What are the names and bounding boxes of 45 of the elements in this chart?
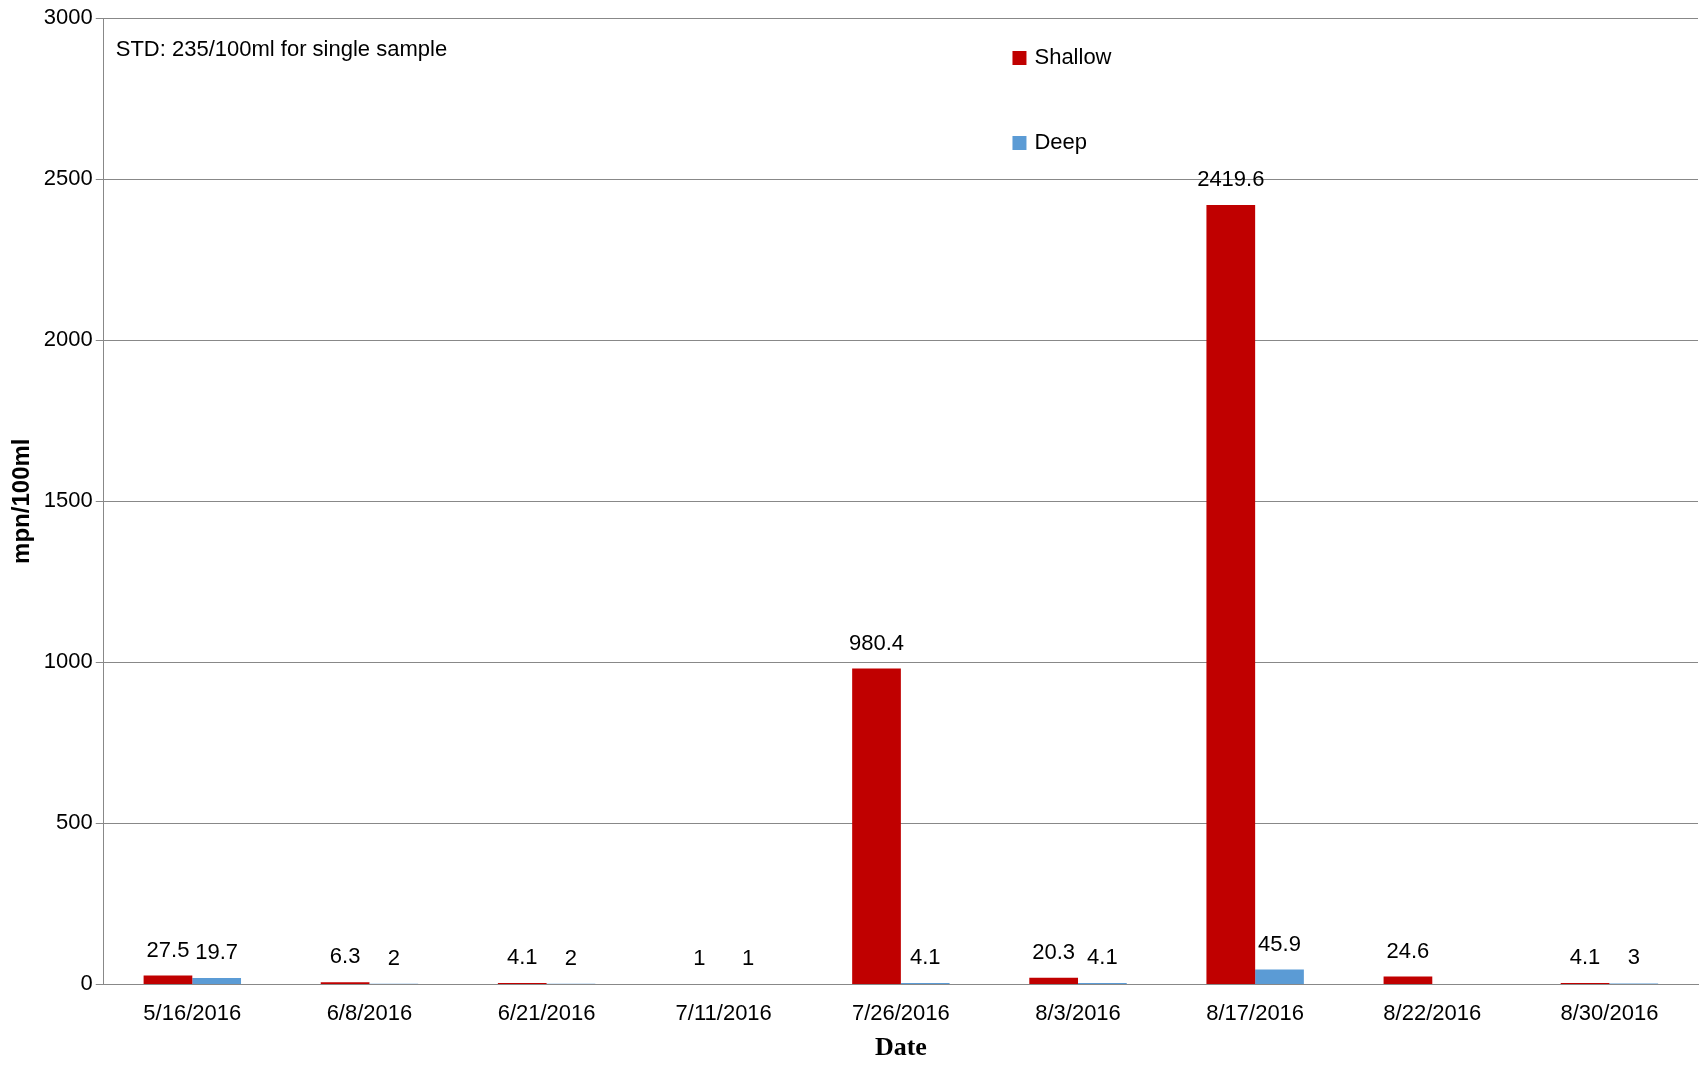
x-tick-label: 7/11/2016 xyxy=(675,999,772,1025)
y-tick-label: 0 xyxy=(80,970,93,996)
y-axis-title: mpn/100ml xyxy=(7,438,35,564)
legend-label: Shallow xyxy=(1034,44,1112,70)
y-tick-label: 500 xyxy=(56,809,93,835)
bar xyxy=(143,975,193,984)
x-tick-label: 8/30/2016 xyxy=(1560,999,1659,1025)
legend-label: Deep xyxy=(1034,129,1088,155)
x-tick-label: 7/26/2016 xyxy=(851,999,950,1025)
annotation: STD: 235/100ml for single sample xyxy=(115,36,448,62)
x-axis-title: Date xyxy=(874,1032,927,1062)
x-tick-label: 5/16/2016 xyxy=(143,999,242,1025)
data-label: 3 xyxy=(1627,944,1640,970)
data-label: 2419.6 xyxy=(1197,166,1265,192)
x-tick-label: 6/21/2016 xyxy=(497,999,596,1025)
y-tick-label: 2000 xyxy=(43,326,93,352)
data-label: 4.1 xyxy=(1087,944,1118,970)
data-label: 27.5 xyxy=(146,936,190,962)
data-label: 20.3 xyxy=(1032,938,1076,964)
data-label: 1 xyxy=(741,945,755,971)
x-tick-label: 6/8/2016 xyxy=(326,999,413,1025)
data-label: 4.1 xyxy=(909,944,941,970)
data-label: 19.7 xyxy=(195,939,239,965)
data-label: 980.4 xyxy=(848,629,905,655)
bar xyxy=(1029,977,1079,984)
bar xyxy=(192,978,242,984)
data-label: 45.9 xyxy=(1258,930,1301,956)
bar xyxy=(852,668,901,984)
y-tick-label: 2500 xyxy=(43,165,93,191)
x-tick-label: 8/17/2016 xyxy=(1206,999,1305,1025)
bar xyxy=(1383,976,1433,984)
x-tick-label: 8/3/2016 xyxy=(1035,999,1121,1025)
y-tick-label: 3000 xyxy=(43,4,93,30)
bar xyxy=(1206,204,1256,984)
y-tick-label: 1500 xyxy=(43,487,93,513)
data-label: 1 xyxy=(693,945,706,971)
data-label: 2 xyxy=(387,944,400,970)
data-label: 4.1 xyxy=(506,944,538,970)
data-label: 4.1 xyxy=(1569,944,1601,970)
data-label: 24.6 xyxy=(1386,937,1430,963)
data-label: 6.3 xyxy=(329,943,361,969)
x-tick-label: 8/22/2016 xyxy=(1383,999,1482,1025)
bar xyxy=(1255,969,1304,984)
data-label: 2 xyxy=(564,944,578,970)
y-tick-label: 1000 xyxy=(43,648,93,674)
